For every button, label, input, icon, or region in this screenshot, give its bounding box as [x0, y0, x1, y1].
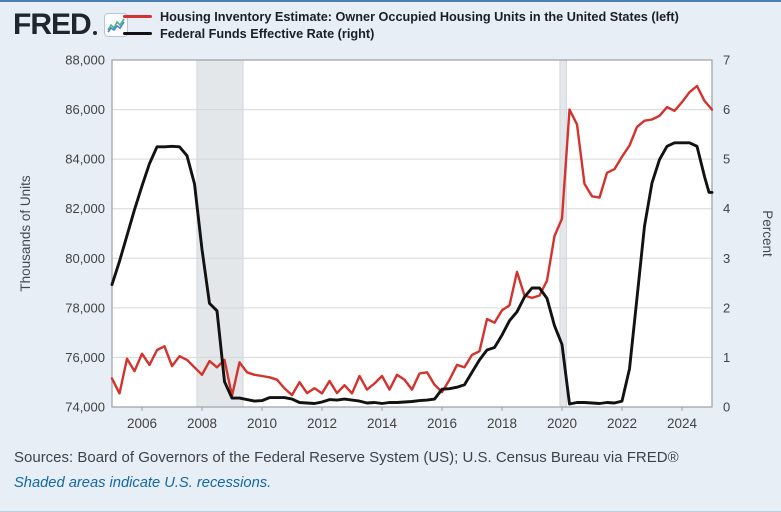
- x-axis-tick-label: 2014: [367, 416, 398, 431]
- x-axis-tick-label: 2012: [307, 416, 337, 431]
- right-axis-tick-label: 1: [723, 350, 730, 365]
- right-axis-tick-label: 0: [723, 400, 730, 415]
- right-axis-tick-label: 7: [723, 53, 730, 68]
- legend-swatch-red-line: [123, 14, 152, 19]
- legend-item-fed-funds-rate[interactable]: Federal Funds Effective Rate (right): [123, 25, 679, 42]
- recession-note-text: Shaded areas indicate U.S. recessions.: [14, 475, 272, 491]
- fed-funds-rate-line[interactable]: [110, 141, 714, 406]
- x-axis-tick-label: 2006: [127, 416, 157, 431]
- sources-text: Sources: Board of Governors of the Feder…: [14, 449, 679, 466]
- left-axis-tick-label: 78,000: [65, 300, 105, 315]
- x-axis-tick-label: 2020: [547, 416, 577, 431]
- chart-header: FRED Housing Inventory Estimate: Owner O…: [0, 4, 781, 48]
- recession-band: [196, 59, 244, 408]
- left-axis-tick-label: 86,000: [65, 102, 105, 117]
- chart-legend: Housing Inventory Estimate: Owner Occupi…: [123, 8, 679, 42]
- housing-inventory-line[interactable]: [110, 84, 714, 397]
- right-axis-title: Percent: [760, 210, 775, 257]
- left-axis-title: Thousands of Units: [18, 175, 33, 292]
- left-axis-tick-label: 76,000: [65, 350, 105, 365]
- right-axis-tick-label: 3: [723, 251, 730, 266]
- x-axis-tick-label: 2010: [247, 416, 277, 431]
- right-axis-tick-label: 4: [723, 201, 730, 216]
- x-axis-tick-label: 2016: [427, 416, 457, 431]
- left-axis-tick-label: 80,000: [65, 251, 105, 266]
- right-axis-tick-label: 5: [723, 152, 730, 167]
- plot-frame: [111, 59, 713, 408]
- x-axis-tick-label: 2008: [187, 416, 217, 431]
- fred-logo[interactable]: FRED: [13, 10, 128, 40]
- fred-logo-registered-dot: [92, 31, 97, 35]
- right-axis-tick-label: 6: [723, 102, 730, 117]
- x-axis-tick-label: 2022: [607, 416, 637, 431]
- top-border-line: [0, 0, 781, 2]
- legend-label-housing-inventory: Housing Inventory Estimate: Owner Occupi…: [160, 9, 679, 24]
- right-axis-tick-label: 2: [723, 300, 730, 315]
- left-axis-tick-label: 88,000: [65, 53, 105, 68]
- x-axis-tick-label: 2018: [487, 416, 517, 431]
- left-axis-tick-label: 84,000: [65, 152, 105, 167]
- left-axis-tick-label: 82,000: [65, 201, 105, 216]
- legend-swatch-black-line: [123, 31, 152, 36]
- legend-label-fed-funds-rate: Federal Funds Effective Rate (right): [160, 26, 375, 41]
- chart-footer: Sources: Board of Governors of the Feder…: [14, 445, 774, 495]
- fred-logo-text: FRED: [13, 8, 92, 41]
- legend-item-housing-inventory[interactable]: Housing Inventory Estimate: Owner Occupi…: [123, 8, 679, 25]
- x-axis-tick-label: 2024: [667, 416, 698, 431]
- chart-canvas[interactable]: 74,000 76,000 78,000 80,000 82,000 84,000 86,0…: [0, 44, 781, 442]
- left-axis-tick-label: 74,000: [65, 400, 105, 415]
